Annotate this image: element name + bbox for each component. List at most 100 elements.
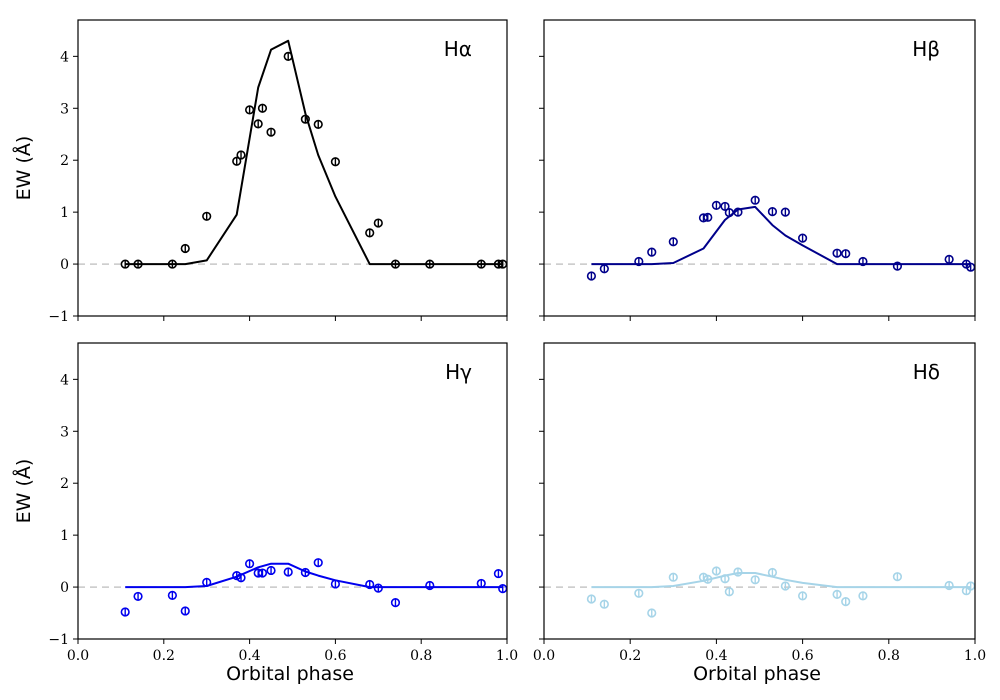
observation-point xyxy=(832,248,842,258)
y-tick-label: 1 xyxy=(60,528,69,544)
panel-label: Hα xyxy=(444,37,472,61)
model-curve xyxy=(125,39,503,266)
y-tick-label: 0 xyxy=(60,580,69,596)
observation-point xyxy=(167,590,177,600)
observation-point xyxy=(711,566,722,576)
observation-point xyxy=(120,259,130,269)
observation-point xyxy=(266,127,276,137)
observation-point xyxy=(133,591,143,602)
observation-point xyxy=(493,568,504,579)
observation-point xyxy=(120,607,130,617)
x-tick-label: 1.0 xyxy=(964,648,986,664)
observation-point xyxy=(390,598,401,608)
observation-point xyxy=(498,584,508,594)
observation-point xyxy=(232,156,242,166)
observation-point xyxy=(266,565,276,576)
panels: −1 0 1 2 3 4 Hα Hβ −1 0 1 2 3 4 0.0 0.2 0.4 0.6 0.8 1.0 Hγ 0.… xyxy=(48,19,986,664)
panel-2: −1 0 1 2 3 4 0.0 0.2 0.4 0.6 0.8 1.0 Hγ xyxy=(48,342,518,664)
model-curve xyxy=(591,205,971,266)
observation-point xyxy=(586,594,597,604)
x-tick-label: 0.2 xyxy=(153,648,175,664)
x-tick-label: 1.0 xyxy=(496,648,518,664)
observation-point xyxy=(365,228,375,238)
panel-label: Hβ xyxy=(912,37,940,61)
observation-point xyxy=(390,259,401,269)
observation-point xyxy=(832,589,842,599)
observation-point xyxy=(961,586,971,596)
observation-point xyxy=(425,580,435,591)
observation-point xyxy=(599,599,609,609)
panel-frame xyxy=(543,342,976,640)
y-tick-label: 1 xyxy=(60,205,69,221)
observation-point xyxy=(733,567,743,577)
observation-point xyxy=(245,559,255,569)
observation-point xyxy=(425,259,435,269)
observation-point xyxy=(373,583,383,593)
observation-point xyxy=(167,259,177,269)
observation-point xyxy=(634,588,644,598)
observation-point xyxy=(133,259,143,269)
observation-point xyxy=(180,606,190,616)
y-tick-label: −1 xyxy=(48,632,69,648)
panel-0: −1 0 1 2 3 4 Hα xyxy=(48,19,508,325)
observation-point xyxy=(180,243,190,254)
panel-1: Hβ xyxy=(539,19,976,321)
y-tick-label: 3 xyxy=(60,101,69,117)
observation-point xyxy=(797,233,808,243)
observation-point xyxy=(668,237,678,247)
observation-point xyxy=(313,558,323,568)
x-tick-label: 0.0 xyxy=(67,648,89,664)
panel-3: 0.0 0.2 0.4 0.6 0.8 1.0 Hδ xyxy=(533,342,986,664)
observation-point xyxy=(330,157,341,167)
observation-point xyxy=(892,261,903,271)
observation-point xyxy=(647,608,657,618)
y-tick-label: 0 xyxy=(60,257,69,273)
y-tick-label: 4 xyxy=(60,372,69,388)
y-tick-label: 4 xyxy=(60,49,69,65)
y-tick-label: 2 xyxy=(60,476,69,492)
observation-point xyxy=(202,577,212,587)
observation-point xyxy=(780,581,790,591)
observation-point xyxy=(236,573,246,583)
observation-point xyxy=(300,567,310,578)
observation-point xyxy=(841,597,851,607)
observation-point xyxy=(724,208,734,218)
observation-point xyxy=(944,580,954,591)
x-tick-label: 0.8 xyxy=(410,648,432,664)
observation-point xyxy=(858,256,868,267)
x-tick-label: 0.4 xyxy=(238,648,260,664)
observation-point xyxy=(724,587,734,597)
x-axis-label-left: Orbital phase xyxy=(226,663,354,685)
x-tick-label: 0.6 xyxy=(324,648,346,664)
observation-point xyxy=(476,259,486,269)
observation-point xyxy=(858,591,868,601)
y-axis-label-bottom: EW (Å) xyxy=(12,459,35,524)
x-tick-label: 0.8 xyxy=(878,648,900,664)
observation-point xyxy=(245,105,255,115)
observation-point xyxy=(253,119,263,129)
panel-label: Hδ xyxy=(913,360,940,384)
panel-label: Hγ xyxy=(445,360,472,384)
observation-point xyxy=(750,195,760,205)
observation-point xyxy=(767,207,778,217)
observation-point xyxy=(750,575,760,585)
y-axis-label-top: EW (Å) xyxy=(12,136,35,201)
observation-point xyxy=(476,578,486,589)
observation-point xyxy=(668,572,678,582)
observation-point xyxy=(202,211,212,221)
model-curve xyxy=(125,562,503,589)
observation-point xyxy=(634,256,644,267)
observation-point xyxy=(767,567,778,578)
observation-point xyxy=(733,207,743,217)
y-tick-label: 3 xyxy=(60,424,69,440)
observation-point xyxy=(892,572,903,582)
observation-point xyxy=(283,51,293,61)
observation-point xyxy=(711,200,722,210)
observation-point xyxy=(703,574,713,584)
y-tick-label: 2 xyxy=(60,153,69,169)
x-axis-label-right: Orbital phase xyxy=(693,663,821,685)
observation-point xyxy=(257,568,268,578)
observation-point xyxy=(257,103,268,113)
panel-frame xyxy=(543,19,976,317)
